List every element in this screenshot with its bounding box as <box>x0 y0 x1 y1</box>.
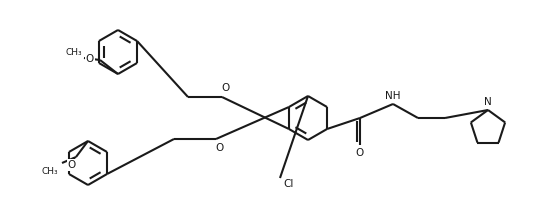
Text: O: O <box>68 160 76 170</box>
Text: O: O <box>86 54 94 64</box>
Text: O: O <box>215 143 223 153</box>
Text: O: O <box>221 83 229 93</box>
Text: CH₃: CH₃ <box>66 48 82 56</box>
Text: O: O <box>356 148 364 158</box>
Text: CH₃: CH₃ <box>42 167 58 175</box>
Text: NH: NH <box>385 91 401 101</box>
Text: N: N <box>484 97 492 107</box>
Text: Cl: Cl <box>283 179 294 189</box>
